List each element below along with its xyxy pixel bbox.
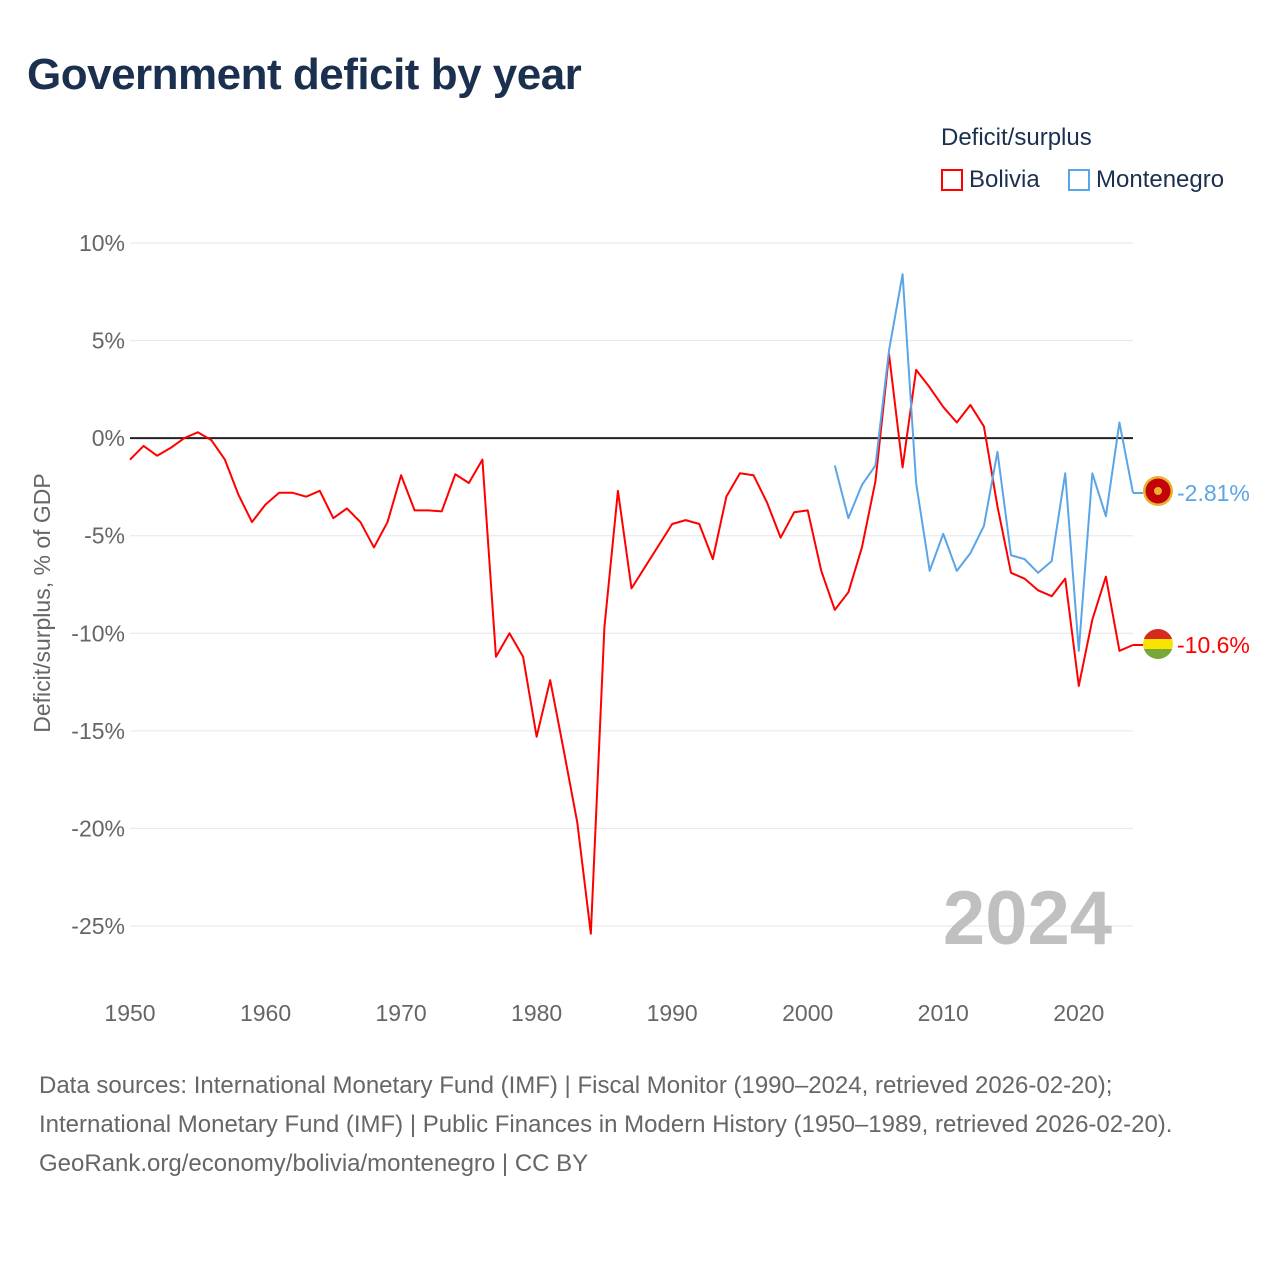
x-tick-label: 2010 [918,1000,969,1026]
x-tick-label: 2000 [782,1000,833,1026]
credit-link[interactable]: GeoRank.org/economy/bolivia/montenegro |… [39,1150,589,1177]
x-tick-label: 2020 [1053,1000,1104,1026]
legend-item-bolivia[interactable]: Bolivia [941,166,1040,194]
end-value-label: -2.81% [1177,480,1250,506]
data-sources: Data sources: International Monetary Fun… [39,1072,1173,1138]
y-tick-label: -15% [71,718,125,744]
year-watermark: 2024 [943,876,1112,961]
x-tick-label: 1960 [240,1000,291,1026]
x-tick-label: 1950 [104,1000,155,1026]
y-tick-label: -25% [71,913,125,939]
legend-swatch-montenegro [1068,169,1090,191]
y-tick-label: 5% [92,328,125,354]
series-line-bolivia [129,353,1134,935]
y-tick-label: 0% [92,425,125,451]
x-tick-label: 1990 [647,1000,698,1026]
end-value-label: -10.6% [1177,632,1250,658]
legend-title: Deficit/surplus [941,124,1092,151]
x-tick-label: 1980 [511,1000,562,1026]
y-tick-label: -5% [84,523,125,549]
bolivia-flag-icon [1143,629,1173,659]
legend-label: Montenegro [1096,166,1225,193]
footer: Data sources: International Monetary Fun… [39,1066,1239,1183]
series-line-montenegro [833,273,1134,652]
y-tick-label: -20% [71,815,125,841]
x-tick-label: 1970 [375,1000,426,1026]
y-tick-label: 10% [79,230,125,256]
legend-item-montenegro[interactable]: Montenegro [1068,166,1224,194]
y-axis-label: Deficit/surplus, % of GDP [29,473,55,732]
montenegro-flag-icon [1143,476,1173,506]
legend-swatch-bolivia [941,169,963,191]
y-tick-label: -10% [71,620,125,646]
line-chart: 10% 5% 0% -5% -10% -15% -20% -25% 1950 1960 1970 19… [29,230,1250,1026]
page-title: Government deficit by year [27,50,582,99]
legend-label: Bolivia [969,166,1040,193]
